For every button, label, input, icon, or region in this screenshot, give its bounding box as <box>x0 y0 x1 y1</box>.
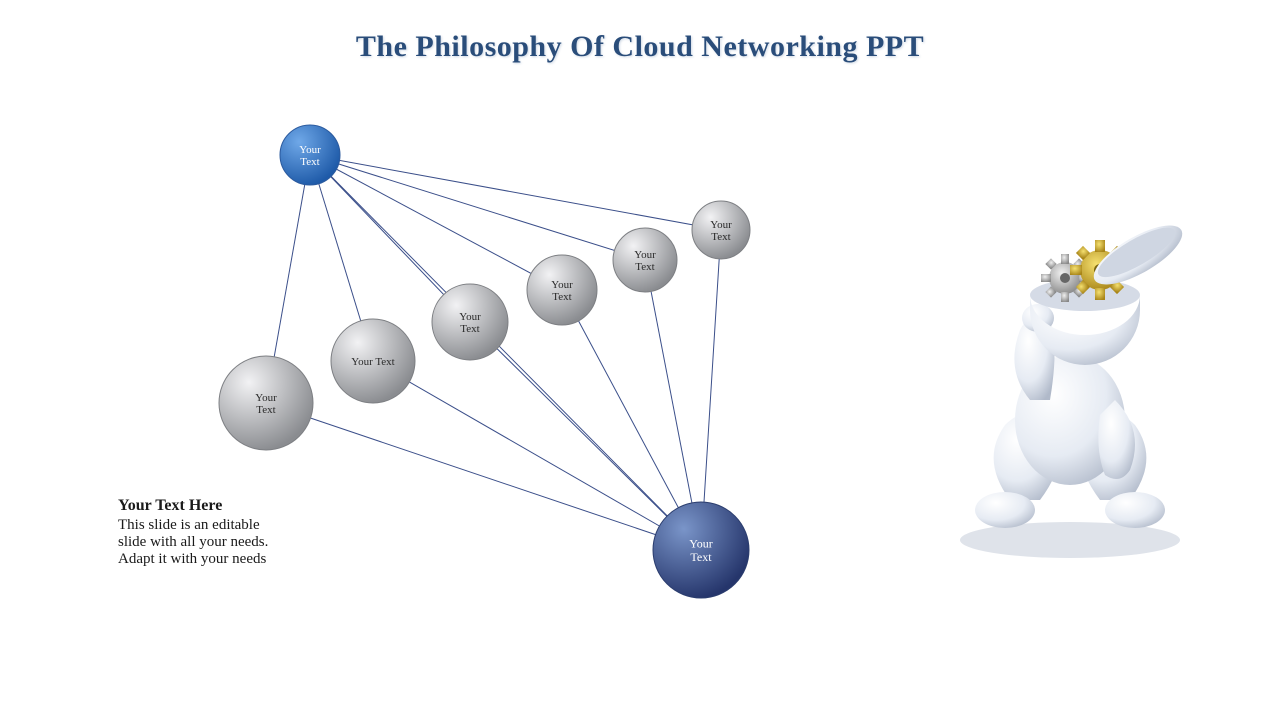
network-diagram: YourText YourText Your Text YourText YourTex… <box>0 0 900 720</box>
caption-line: Adapt it with your needs <box>118 551 268 568</box>
network-node: YourText <box>280 125 340 185</box>
node-label: YourText <box>255 392 277 416</box>
network-node: YourText <box>653 502 749 598</box>
caption-block: Your Text Here This slide is an editable… <box>118 497 268 568</box>
network-node: YourText <box>432 284 508 360</box>
node-label: YourText <box>459 311 481 335</box>
network-node: YourText <box>613 228 677 292</box>
network-node: YourText <box>527 255 597 325</box>
node-label: YourText <box>689 537 712 564</box>
network-node: Your Text <box>331 319 415 403</box>
network-edge <box>470 322 701 550</box>
node-label: YourText <box>551 279 573 303</box>
thinking-figure-illustration <box>920 200 1220 560</box>
node-label: Your Text <box>351 356 394 368</box>
caption-line: This slide is an editable <box>118 517 268 534</box>
node-label: YourText <box>299 144 321 168</box>
node-label: YourText <box>710 219 732 243</box>
caption-heading: Your Text Here <box>118 497 268 515</box>
node-label: YourText <box>634 249 656 273</box>
caption-line: slide with all your needs. <box>118 534 268 551</box>
network-node: YourText <box>692 201 750 259</box>
network-node: YourText <box>219 356 313 450</box>
